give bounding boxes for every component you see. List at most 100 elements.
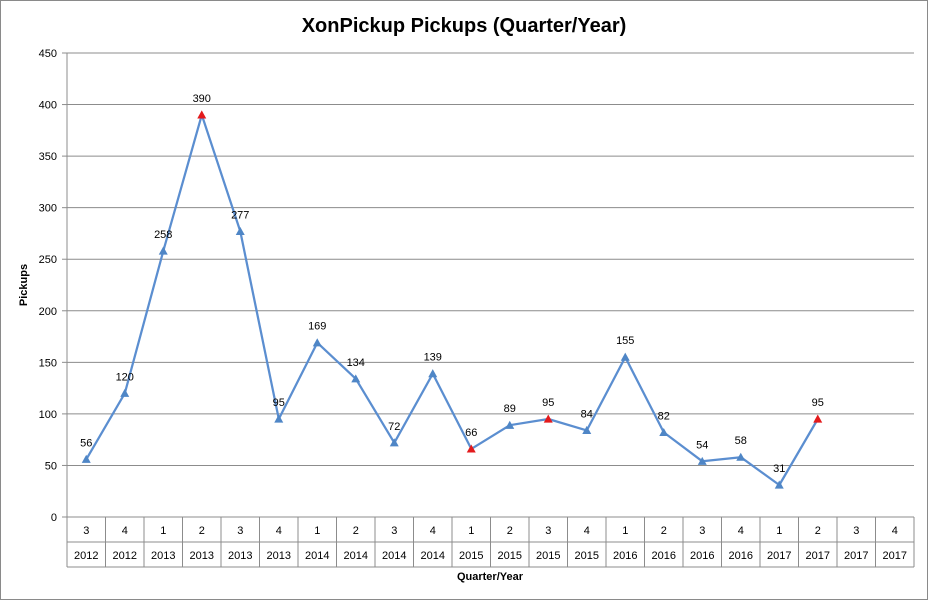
series-pickups: 56 120 258 390 277 95 169 134 72 139 66 89 95 84 155 82… <box>80 93 824 489</box>
data-label: 139 <box>424 352 442 364</box>
x-tick-label-quarter: 3 <box>545 525 551 537</box>
data-label: 58 <box>735 435 747 447</box>
y-axis: 0 50 100 150 200 250 300 350 400 450 <box>39 48 68 524</box>
x-tick-label-quarter: 4 <box>276 525 282 537</box>
y-tick-label: 150 <box>39 357 57 369</box>
data-label: 258 <box>154 229 172 241</box>
x-tick-label-quarter: 3 <box>853 525 859 537</box>
y-tick-label: 0 <box>51 512 57 524</box>
data-label: 155 <box>616 335 634 347</box>
y-tick-label: 350 <box>39 151 57 163</box>
data-point <box>774 480 784 489</box>
x-tick-label-quarter: 4 <box>584 525 590 537</box>
data-label: 390 <box>193 93 211 105</box>
data-label: 95 <box>542 397 554 409</box>
data-label: 95 <box>273 397 285 409</box>
data-point <box>505 420 515 429</box>
data-point <box>312 338 322 347</box>
x-tick-label-year: 2014 <box>305 550 329 562</box>
data-point <box>81 454 91 463</box>
x-tick-label-year: 2015 <box>536 550 560 562</box>
y-tick-label: 400 <box>39 100 57 112</box>
series-line <box>85 113 819 487</box>
y-tick-label: 300 <box>39 203 57 215</box>
data-label: 120 <box>116 371 134 383</box>
data-point <box>428 369 438 378</box>
x-tick-label-quarter: 1 <box>314 525 320 537</box>
data-label: 84 <box>581 408 593 420</box>
data-point <box>736 452 746 461</box>
x-tick-label-year: 2016 <box>613 550 637 562</box>
data-point <box>158 246 168 255</box>
x-tick-label-year: 2013 <box>228 550 252 562</box>
data-point <box>659 427 669 437</box>
data-point <box>120 388 130 397</box>
x-tick-label-year: 2017 <box>806 550 830 562</box>
data-label: 277 <box>231 209 249 221</box>
data-point-highlight <box>466 444 476 453</box>
data-point <box>389 438 399 447</box>
x-tick-label-year: 2017 <box>844 550 868 562</box>
data-point-highlight <box>543 414 553 423</box>
gridlines <box>67 52 914 466</box>
x-tick-label-quarter: 3 <box>391 525 397 537</box>
data-point-highlight <box>813 414 823 423</box>
x-tick-label-quarter: 3 <box>699 525 705 537</box>
data-label: 89 <box>504 403 516 415</box>
data-label: 66 <box>465 427 477 439</box>
x-tick-label-year: 2015 <box>575 550 599 562</box>
x-tick-label-quarter: 2 <box>815 525 821 537</box>
x-tick-label-quarter: 2 <box>199 525 205 537</box>
x-tick-label-quarter: 2 <box>353 525 359 537</box>
x-tick-label-year: 2014 <box>382 550 406 562</box>
x-axis: 3 2012 4 2012 1 2013 2 2013 3 2013 4 2013 1 2014 2 2014… <box>66 516 915 568</box>
x-tick-label-year: 2013 <box>151 550 175 562</box>
data-label: 169 <box>308 321 326 333</box>
x-tick-label-year: 2013 <box>190 550 214 562</box>
x-tick-label-quarter: 3 <box>237 525 243 537</box>
x-tick-label-quarter: 4 <box>892 525 898 537</box>
x-tick-label-quarter: 1 <box>160 525 166 537</box>
x-tick-label-year: 2017 <box>883 550 907 562</box>
x-tick-label-year: 2013 <box>267 550 291 562</box>
data-label: 134 <box>347 357 365 369</box>
data-label: 31 <box>773 463 785 475</box>
x-tick-label-quarter: 4 <box>738 525 744 537</box>
data-label: 95 <box>812 397 824 409</box>
x-tick-label-year: 2017 <box>767 550 791 562</box>
data-point <box>351 374 361 383</box>
x-tick-label-year: 2015 <box>498 550 522 562</box>
x-tick-label-quarter: 2 <box>661 525 667 537</box>
x-tick-label-quarter: 1 <box>468 525 474 537</box>
y-tick-label: 450 <box>39 48 57 60</box>
data-label: 82 <box>658 410 670 422</box>
x-tick-label-year: 2012 <box>74 550 98 562</box>
data-point <box>235 226 245 235</box>
data-label: 72 <box>388 421 400 433</box>
y-axis-title: Pickups <box>18 264 30 306</box>
data-label: 56 <box>80 437 92 449</box>
x-tick-label-year: 2016 <box>690 550 714 562</box>
x-tick-label-year: 2012 <box>113 550 137 562</box>
x-tick-label-year: 2016 <box>652 550 676 562</box>
x-tick-label-year: 2014 <box>421 550 445 562</box>
y-tick-label: 50 <box>45 460 57 472</box>
data-point <box>582 425 592 434</box>
x-axis-title: Quarter/Year <box>457 571 524 583</box>
y-tick-label: 200 <box>39 306 57 318</box>
x-tick-label-quarter: 4 <box>122 525 128 537</box>
x-tick-label-year: 2015 <box>459 550 483 562</box>
data-label: 54 <box>696 439 708 451</box>
x-tick-label-quarter: 1 <box>776 525 782 537</box>
data-point <box>697 456 707 465</box>
y-tick-label: 100 <box>39 409 57 421</box>
x-tick-label-year: 2014 <box>344 550 368 562</box>
x-tick-label-quarter: 3 <box>83 525 89 537</box>
x-tick-label-year: 2016 <box>729 550 753 562</box>
x-tick-label-quarter: 4 <box>430 525 436 537</box>
y-tick-label: 250 <box>39 254 57 266</box>
data-point <box>274 414 284 423</box>
data-point-highlight <box>197 110 207 119</box>
